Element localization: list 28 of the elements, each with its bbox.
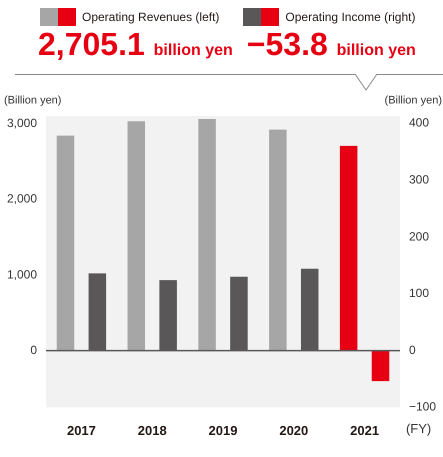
y2-tick-label: 100 xyxy=(408,286,430,300)
y-tick-label: 0 xyxy=(30,342,38,357)
x-tick-label: 2019 xyxy=(208,422,238,438)
y-tick-label: 1,000 xyxy=(7,267,38,282)
x-tick-label: 2021 xyxy=(350,422,380,438)
y2-tick-label: −100 xyxy=(408,400,436,414)
bar xyxy=(269,130,287,351)
y-tick-label: 3,000 xyxy=(7,116,38,130)
x-tick-label: 2020 xyxy=(279,422,308,438)
bar xyxy=(128,121,146,351)
y2-axis-title: (Billion yen) xyxy=(384,94,442,107)
y2-tick-label: 400 xyxy=(408,116,430,130)
bar xyxy=(372,350,390,382)
bar xyxy=(56,136,74,351)
y2-tick-label: 300 xyxy=(408,172,430,186)
text: 2,705.1 billion yen xyxy=(38,26,233,63)
y-tick-label: 2,000 xyxy=(7,192,38,206)
x-tick-label: 2018 xyxy=(138,422,167,438)
x-tick-label: 2017 xyxy=(66,422,96,438)
legend-label: Operating Revenues (left) xyxy=(82,10,220,24)
legend-label: Operating Income (right) xyxy=(285,10,416,24)
y2-tick-label: 200 xyxy=(408,229,430,244)
y2-tick-label: 0 xyxy=(408,342,416,357)
bar xyxy=(340,146,358,351)
text: −53.8 billion yen xyxy=(246,26,416,63)
bar xyxy=(198,119,216,351)
x-axis-title: (FY) xyxy=(406,420,432,436)
y-axis-title: (Billion yen) xyxy=(4,94,62,107)
